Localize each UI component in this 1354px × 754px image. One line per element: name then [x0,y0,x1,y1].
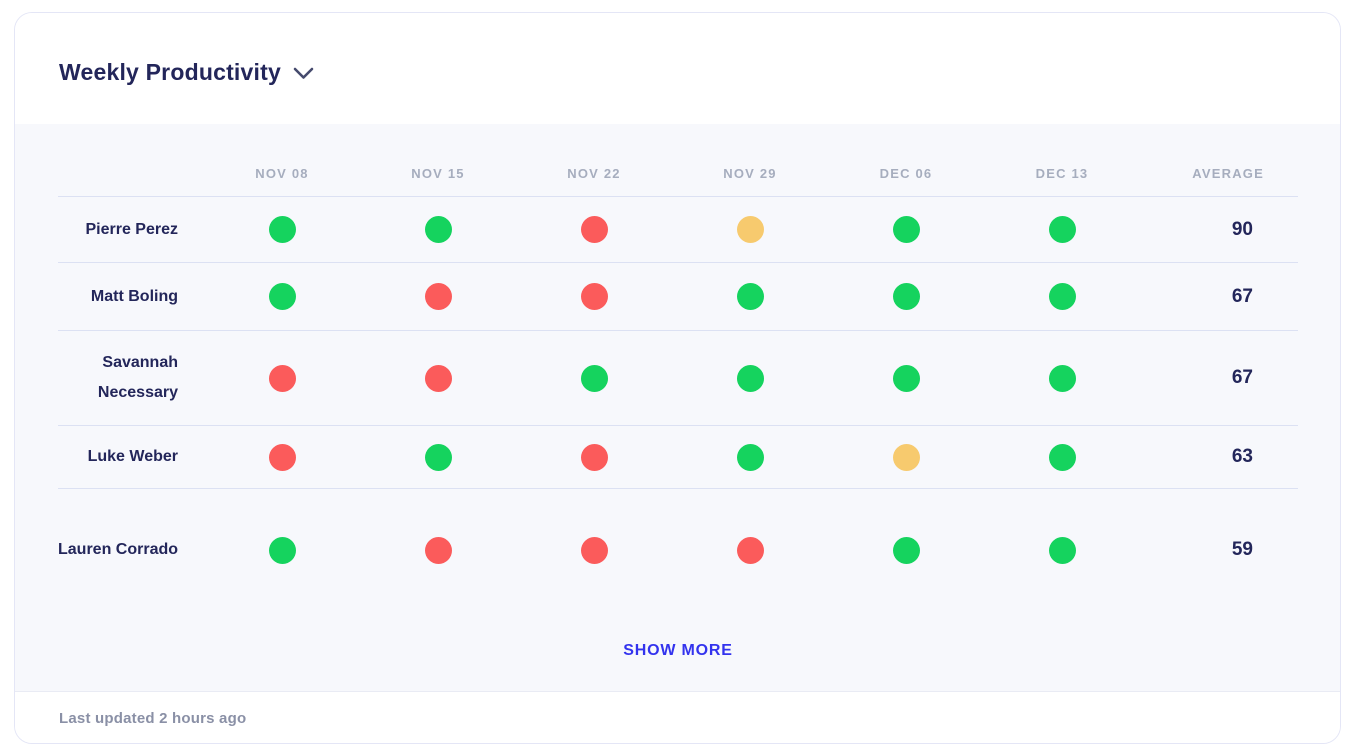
status-dot-cell [984,216,1140,243]
average-value: 59 [1231,539,1253,560]
status-dot-green [1048,364,1076,392]
status-dot-red [424,536,452,564]
status-dot-cell [984,364,1140,392]
status-dot-cell [828,536,984,564]
average-value: 90 [1231,218,1253,240]
status-dot-green [268,216,296,243]
status-dot-cell [360,216,516,243]
person-name: Savannah Necessary [97,354,178,401]
productivity-table: NOV 08 NOV 15 NOV 22 NOV 29 DEC 06 DEC 1… [15,124,1340,691]
status-dot-cell [204,283,360,310]
status-dot-green [892,364,920,392]
person-name: Matt Boling [90,287,178,305]
column-header: NOV 22 [567,165,621,181]
person-name: Pierre Perez [85,220,178,238]
status-dot-green [1048,283,1076,310]
show-more-button[interactable]: SHOW MORE [623,642,733,659]
table-row: Matt Boling 67 [58,263,1298,331]
person-name: Lauren Corrado [58,541,179,558]
status-dot-yellow [736,216,764,243]
status-dot-green [1048,216,1076,243]
table-row: Savannah Necessary 67 [58,331,1298,426]
column-header: NOV 08 [255,165,309,181]
average-value: 67 [1231,367,1253,388]
status-dot-cell [204,536,360,564]
table-row: Lauren Corrado 59 [58,489,1298,611]
average-value: 67 [1231,285,1253,307]
status-dot-red [580,536,608,564]
status-dot-cell [360,283,516,310]
table-row: Pierre Perez 90 [58,197,1298,263]
status-dot-cell [516,536,672,564]
status-dot-cell [672,364,828,392]
table-header-row: NOV 08 NOV 15 NOV 22 NOV 29 DEC 06 DEC 1… [58,150,1298,197]
column-header: NOV 15 [411,165,465,181]
status-dot-cell [828,443,984,471]
status-dot-cell [828,216,984,243]
status-dot-cell [984,536,1140,564]
status-dot-green [736,283,764,310]
status-dot-red [580,283,608,310]
status-dot-yellow [892,443,920,471]
status-dot-green [892,216,920,243]
status-dot-cell [204,216,360,243]
status-dot-cell [828,283,984,310]
status-dot-cell [360,443,516,471]
title-dropdown[interactable]: Weekly Productivity [59,59,314,86]
status-dot-cell [516,443,672,471]
status-dot-red [268,364,296,392]
status-dot-green [892,536,920,564]
status-dot-cell [672,443,828,471]
status-dot-red [580,443,608,471]
status-dot-green [736,364,764,392]
status-dot-cell [828,364,984,392]
weekly-productivity-card: Weekly Productivity NOV 08 NOV 15 NOV 22… [14,12,1341,744]
table-row: Luke Weber 63 [58,426,1298,489]
status-dot-green [580,364,608,392]
status-dot-red [424,364,452,392]
status-dot-cell [360,536,516,564]
status-dot-green [268,536,296,564]
status-dot-cell [516,283,672,310]
status-dot-green [736,443,764,471]
person-name: Luke Weber [87,448,178,465]
average-value: 63 [1231,446,1253,467]
status-dot-red [580,216,608,243]
status-dot-green [1048,443,1076,471]
status-dot-green [892,283,920,310]
column-header: DEC 13 [1035,165,1089,181]
status-dot-cell [672,283,828,310]
status-dot-green [424,443,452,471]
status-dot-cell [204,364,360,392]
status-dot-red [268,443,296,471]
status-dot-green [268,283,296,310]
table-body: Pierre Perez 90 Matt Boling 67 Savannah … [58,197,1298,611]
chevron-down-icon [293,67,314,83]
card-footer: Last updated 2 hours ago [15,691,1340,743]
status-dot-green [1048,536,1076,564]
status-dot-cell [360,364,516,392]
column-header-average: AVERAGE [1192,165,1264,181]
status-dot-cell [516,364,672,392]
card-header: Weekly Productivity [15,13,1340,124]
show-more-wrap: SHOW MORE [58,611,1298,691]
status-dot-red [424,283,452,310]
status-dot-cell [984,283,1140,310]
status-dot-cell [672,536,828,564]
column-header: DEC 06 [879,165,933,181]
status-dot-cell [204,443,360,471]
status-dot-cell [984,443,1140,471]
last-updated-text: Last updated 2 hours ago [59,710,247,727]
page-title: Weekly Productivity [59,59,281,85]
column-header: NOV 29 [723,165,777,181]
status-dot-red [736,536,764,564]
status-dot-cell [516,216,672,243]
status-dot-green [424,216,452,243]
status-dot-cell [672,216,828,243]
